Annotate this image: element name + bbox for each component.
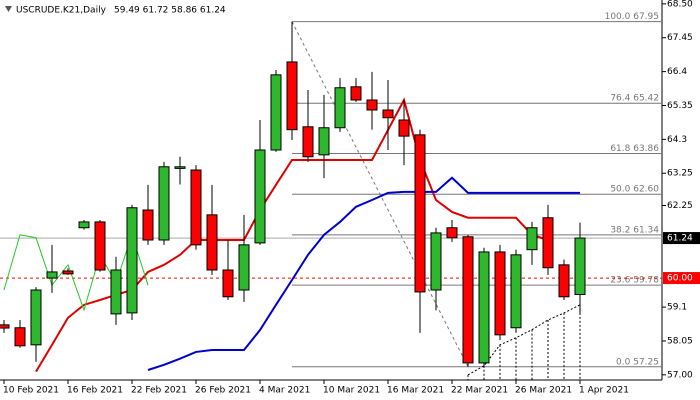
candle-body bbox=[78, 221, 90, 229]
price-label: 60.00 bbox=[667, 274, 693, 284]
candle-body bbox=[14, 327, 26, 347]
fib-label: 23.6 59.78 bbox=[610, 276, 659, 286]
y-tick-label: 63.25 bbox=[667, 169, 693, 179]
x-tick-label: 10 Feb 2021 bbox=[3, 386, 59, 396]
candle-body bbox=[286, 61, 298, 131]
candle-body bbox=[398, 119, 410, 137]
price-label-box bbox=[663, 232, 700, 245]
indicator-line bbox=[3, 233, 149, 312]
candle-body bbox=[126, 207, 138, 314]
y-tick-label: 65.35 bbox=[667, 101, 693, 111]
x-tick-label: 22 Mar 2021 bbox=[451, 386, 508, 396]
fib-label: 100.0 67.95 bbox=[605, 12, 659, 22]
candle-body bbox=[366, 99, 378, 111]
candle-body bbox=[0, 324, 10, 329]
candle-body bbox=[382, 109, 394, 119]
fib-trend bbox=[291, 21, 469, 368]
candle-body bbox=[430, 232, 442, 291]
y-tick-label: 68.50 bbox=[667, 0, 693, 9]
candle-body bbox=[302, 126, 314, 158]
candle-body bbox=[318, 127, 330, 156]
candle-body bbox=[542, 217, 554, 269]
indicator-line bbox=[147, 176, 580, 371]
x-tick-label: 22 Feb 2021 bbox=[131, 386, 187, 396]
candle-body bbox=[334, 87, 346, 129]
candle-body bbox=[142, 209, 154, 241]
candle-body bbox=[190, 169, 202, 246]
candle-body bbox=[558, 264, 570, 298]
candle-body bbox=[206, 214, 218, 271]
y-tick-label: 57.00 bbox=[667, 370, 693, 380]
fib-label: 50.0 62.60 bbox=[610, 185, 659, 195]
candle-body bbox=[270, 74, 282, 151]
candle-body bbox=[446, 227, 458, 239]
candle-body bbox=[510, 254, 522, 329]
y-tick-label: 58.05 bbox=[667, 336, 693, 346]
x-tick-label: 1 Apr 2021 bbox=[579, 386, 629, 396]
candle-body bbox=[526, 227, 538, 251]
fib-label: 0.0 57.25 bbox=[616, 357, 659, 367]
x-tick-label: 16 Mar 2021 bbox=[387, 386, 444, 396]
y-tick-label: 59.1 bbox=[667, 303, 687, 313]
candle-body bbox=[574, 237, 586, 296]
fib-label: 38.2 61.34 bbox=[610, 225, 659, 235]
x-tick-label: 16 Feb 2021 bbox=[67, 386, 123, 396]
candle-body bbox=[110, 269, 122, 315]
x-tick-label: 10 Mar 2021 bbox=[323, 386, 380, 396]
candle-body bbox=[494, 251, 506, 336]
candle-body bbox=[174, 166, 186, 169]
candle-body bbox=[254, 149, 266, 244]
candle-body bbox=[222, 269, 234, 298]
candle-body bbox=[350, 86, 362, 101]
candle-body bbox=[46, 271, 58, 279]
fib-label: 76.4 65.42 bbox=[610, 94, 659, 104]
ohlc-header: 59.49 61.72 58.86 61.24 bbox=[114, 6, 226, 16]
indicator-line bbox=[467, 304, 581, 376]
menu-icon bbox=[5, 6, 12, 12]
candle-body bbox=[414, 134, 426, 293]
y-tick-label: 62.25 bbox=[667, 201, 693, 211]
candle-body bbox=[238, 244, 250, 291]
y-tick-label: 66.4 bbox=[667, 67, 687, 77]
price-label: 61.24 bbox=[667, 234, 693, 244]
y-tick-label: 67.45 bbox=[667, 33, 693, 43]
candle-body bbox=[94, 221, 106, 271]
fib-label: 61.8 63.86 bbox=[610, 144, 659, 154]
x-tick-label: 26 Feb 2021 bbox=[195, 386, 251, 396]
candle-body bbox=[462, 236, 474, 364]
x-tick-label: 26 Mar 2021 bbox=[515, 386, 572, 396]
chart-title: USCRUDE.K21,Daily bbox=[16, 6, 107, 16]
candle-body bbox=[62, 270, 74, 275]
x-tick-label: 4 Mar 2021 bbox=[259, 386, 310, 396]
y-tick-label: 64.3 bbox=[667, 135, 687, 145]
candle-body bbox=[158, 166, 170, 241]
price-label-box bbox=[663, 272, 700, 285]
candle-body bbox=[478, 251, 490, 364]
candle-body bbox=[30, 289, 42, 346]
